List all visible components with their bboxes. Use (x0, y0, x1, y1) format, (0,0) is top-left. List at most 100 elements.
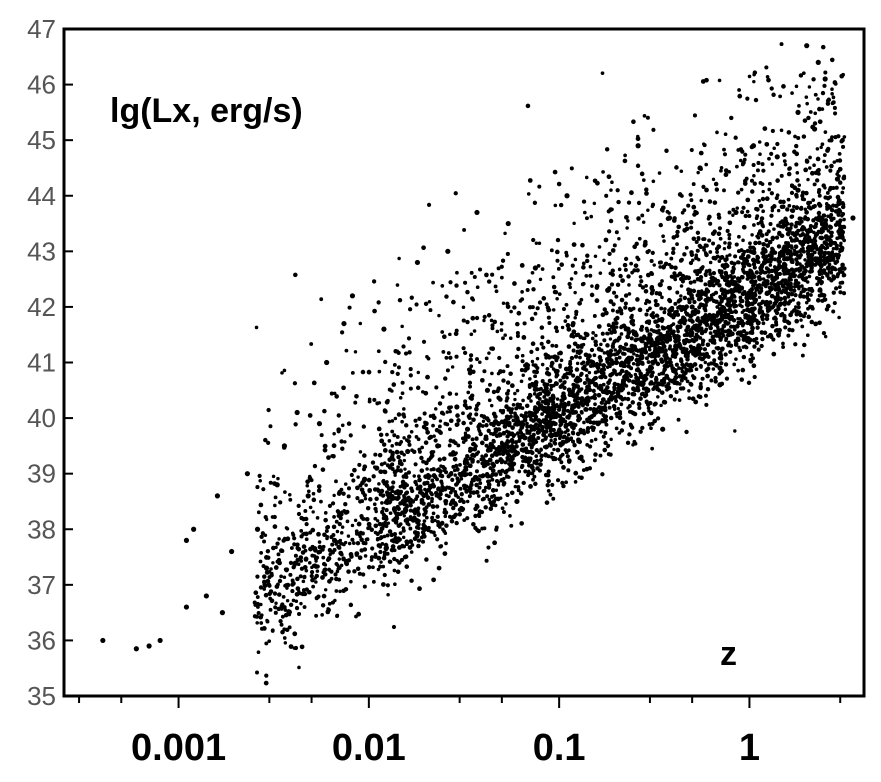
data-point (372, 308, 377, 314)
data-point (538, 277, 543, 282)
data-point (369, 558, 374, 562)
data-point (403, 491, 408, 496)
data-point (412, 474, 416, 478)
data-point (469, 332, 474, 337)
data-point (733, 341, 739, 347)
data-point (262, 583, 268, 589)
data-point (689, 147, 694, 153)
data-point (797, 183, 802, 187)
data-point (737, 234, 741, 239)
data-point (689, 219, 694, 225)
data-point (707, 268, 712, 273)
data-point (790, 310, 794, 314)
data-point (490, 477, 495, 482)
data-point (765, 290, 770, 295)
data-point (760, 336, 765, 342)
data-point (797, 269, 801, 273)
data-point (348, 433, 353, 438)
data-point (614, 372, 619, 377)
data-point (796, 305, 801, 310)
data-point (823, 334, 828, 339)
data-point (607, 405, 612, 410)
data-point (418, 484, 423, 490)
data-point (183, 604, 190, 610)
data-point (779, 204, 785, 210)
data-point (558, 378, 563, 383)
data-point (299, 529, 304, 533)
data-point (447, 391, 453, 396)
data-point (382, 469, 387, 474)
data-point (296, 511, 302, 517)
data-point (615, 315, 620, 321)
data-point (839, 139, 844, 144)
data-point (484, 423, 489, 428)
data-point (349, 293, 356, 299)
data-point (374, 496, 379, 501)
y-tick-label: 43 (27, 236, 56, 266)
data-point (745, 254, 751, 259)
data-point (255, 595, 260, 599)
data-point (667, 311, 672, 317)
data-point (593, 370, 598, 375)
data-point (786, 171, 792, 177)
data-point (740, 274, 745, 280)
data-point (629, 190, 634, 196)
data-point (779, 249, 784, 254)
data-point (676, 329, 680, 333)
data-point (760, 162, 765, 167)
data-point (617, 355, 622, 360)
data-point (258, 478, 262, 483)
data-point (683, 370, 688, 376)
data-point (269, 567, 273, 571)
data-point (576, 404, 581, 409)
data-point (645, 308, 650, 313)
data-point (837, 315, 841, 320)
data-point (640, 425, 645, 430)
data-point (365, 505, 371, 511)
data-point (490, 346, 496, 352)
data-point (395, 435, 400, 439)
data-point (760, 182, 765, 186)
data-point (805, 101, 809, 106)
data-point (643, 288, 649, 294)
data-point (750, 329, 755, 333)
data-point (558, 418, 563, 423)
data-point (749, 178, 755, 183)
data-point (344, 348, 349, 353)
data-point (255, 670, 260, 675)
data-point (484, 472, 490, 477)
data-point (380, 541, 385, 546)
data-point (502, 480, 507, 486)
data-point (776, 332, 781, 337)
data-point (808, 206, 813, 211)
data-point (769, 293, 775, 299)
data-point (520, 290, 524, 294)
data-point (636, 357, 642, 363)
data-point (561, 435, 566, 440)
data-point (511, 418, 516, 423)
data-point (675, 324, 681, 330)
data-point (708, 250, 713, 254)
data-point (340, 330, 345, 335)
data-point (408, 386, 413, 391)
data-point (229, 548, 235, 555)
data-point (718, 337, 723, 342)
data-point (332, 431, 336, 436)
data-point (320, 613, 324, 617)
data-point (622, 262, 628, 268)
data-point (504, 404, 509, 409)
data-point (650, 370, 655, 375)
data-point (503, 460, 508, 465)
y-tick-label: 39 (27, 459, 56, 489)
data-point (465, 289, 470, 295)
data-point (268, 424, 273, 429)
data-point (607, 261, 612, 266)
y-tick-label: 41 (27, 348, 56, 378)
data-point (507, 462, 511, 466)
data-point (423, 420, 427, 425)
data-point (471, 298, 476, 302)
data-point (831, 246, 836, 251)
data-point (792, 285, 797, 289)
data-point (100, 637, 106, 644)
